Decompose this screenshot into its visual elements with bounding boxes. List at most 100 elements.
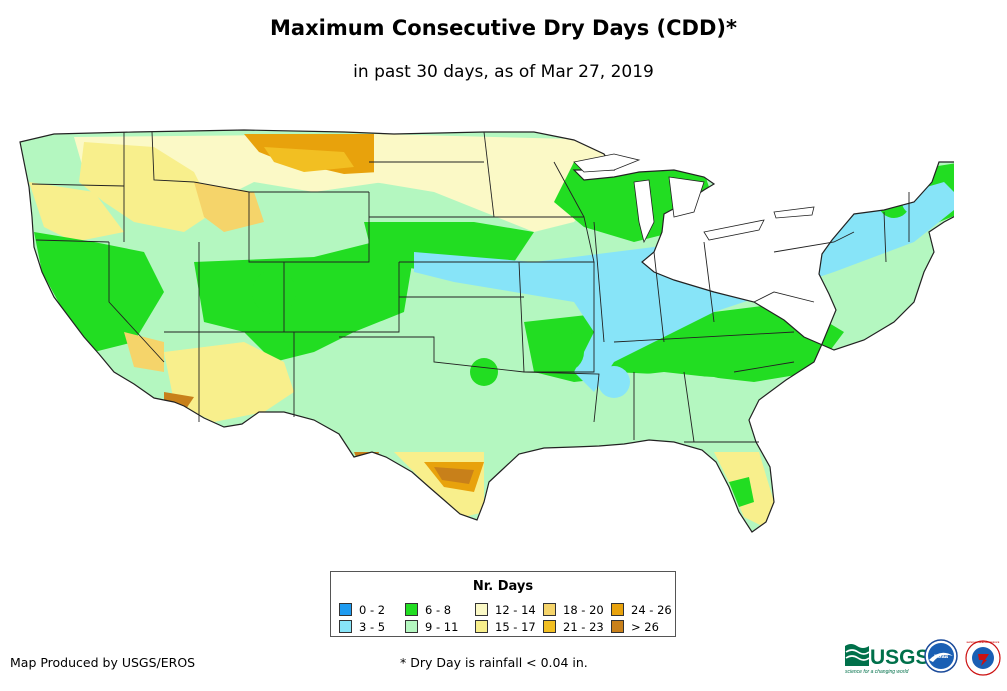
region-oregon-yellow xyxy=(29,182,124,242)
border-ia xyxy=(494,216,595,263)
blob-yellow-1 xyxy=(494,157,534,197)
border-mo xyxy=(518,261,595,373)
lake-superior xyxy=(573,153,641,173)
legend-item: 24 - 26 xyxy=(611,601,677,618)
legend-swatch xyxy=(405,603,418,616)
border-sc-nc xyxy=(733,361,795,373)
usgs-logo-text: USGS xyxy=(870,646,930,669)
legend-swatch xyxy=(543,603,556,616)
legend-swatch xyxy=(475,603,488,616)
noaa-bird-icon xyxy=(929,652,953,662)
blob-green-4 xyxy=(544,332,584,372)
legend-grid: 0 - 2 3 - 5 6 - 8 9 - 11 12 - 14 15 - 17 18 - … xyxy=(339,601,677,635)
legend-item: 15 - 17 xyxy=(475,618,543,635)
legend-swatch xyxy=(543,620,556,633)
legend-item: 3 - 5 xyxy=(339,618,405,635)
border-ms-al xyxy=(633,371,695,443)
region-florida-green xyxy=(729,477,754,507)
legend-label: 3 - 5 xyxy=(359,619,386,634)
region-arizona-orange xyxy=(124,332,164,372)
agency-logos: USGS science for a changing world noaa N… xyxy=(843,638,1003,678)
legend-label: 21 - 23 xyxy=(563,619,604,634)
legend-label: > 26 xyxy=(631,619,659,634)
nws-tornado-icon xyxy=(978,654,989,666)
border-or-ca xyxy=(35,239,110,243)
border-in-oh xyxy=(653,241,715,343)
usgs-tagline: science for a changing world xyxy=(845,669,909,675)
border-ok-tx xyxy=(339,336,525,373)
legend-swatch xyxy=(475,620,488,633)
cdd-map xyxy=(14,122,965,542)
noaa-disc xyxy=(928,643,954,669)
legend-label: 0 - 2 xyxy=(359,602,386,617)
border-ne-states xyxy=(883,192,910,263)
legend-label: 12 - 14 xyxy=(495,602,536,617)
legend-item: 9 - 11 xyxy=(405,618,475,635)
legend-swatch xyxy=(405,620,418,633)
border-wy xyxy=(248,192,370,263)
legend-swatch xyxy=(339,603,352,616)
legend-item: 12 - 14 xyxy=(475,601,543,618)
logos-svg: USGS science for a changing world noaa N… xyxy=(845,639,1001,676)
border-ar-la xyxy=(523,371,600,423)
border-wa-or xyxy=(31,183,125,187)
border-mt-id xyxy=(151,131,195,183)
region-southeast-pale xyxy=(614,372,774,432)
border-mn-west xyxy=(483,131,495,218)
blob-green-2 xyxy=(326,264,362,300)
border-va-wv xyxy=(753,291,815,303)
region-wyoming-orange xyxy=(194,182,264,232)
legend-label: 15 - 17 xyxy=(495,619,536,634)
noaa-logo: noaa xyxy=(924,639,958,673)
legend-item: 21 - 23 xyxy=(543,618,611,635)
lake-ontario xyxy=(773,206,815,219)
usgs-wave-lines xyxy=(845,649,870,661)
blob-green-1 xyxy=(252,270,296,314)
region-dakotas-pale xyxy=(374,134,614,232)
legend-label: 18 - 20 xyxy=(563,602,604,617)
us-map-svg xyxy=(19,129,965,533)
legend-label: 9 - 11 xyxy=(425,619,459,634)
usgs-logo: USGS science for a changing world xyxy=(845,644,930,675)
lake-erie xyxy=(703,219,765,241)
border-pa-ny xyxy=(773,231,855,253)
us-outline-base xyxy=(20,130,964,532)
legend-label: 6 - 8 xyxy=(425,602,452,617)
region-arizona-yellow xyxy=(164,342,294,422)
border-il xyxy=(593,221,605,343)
legend-swatch xyxy=(339,620,352,633)
legend-swatch xyxy=(611,603,624,616)
legend-title: Nr. Days xyxy=(472,579,534,594)
region-idaho-yellow xyxy=(79,142,214,232)
border-wi xyxy=(553,161,585,218)
dry-day-footnote: * Dry Day is rainfall < 0.04 in. xyxy=(400,655,588,670)
usgs-wave-icon xyxy=(845,644,869,666)
map-title: Maximum Consecutive Dry Days (CDD)* xyxy=(270,16,737,40)
border-ky-tn xyxy=(613,331,795,343)
map-credit: Map Produced by USGS/EROS xyxy=(10,655,196,670)
map-subtitle: in past 30 days, as of Mar 27, 2019 xyxy=(353,62,654,82)
nws-logo: NATIONAL WEATHER SERVICE xyxy=(965,640,1001,676)
great-lakes xyxy=(573,153,815,244)
legend-box: Nr. Days 0 - 2 3 - 5 6 - 8 9 - 11 12 - 14 15 … xyxy=(330,571,676,637)
nws-logo-text: NATIONAL WEATHER SERVICE xyxy=(967,641,1000,644)
legend-swatch xyxy=(611,620,624,633)
lake-huron xyxy=(668,176,705,218)
us-outline xyxy=(19,129,965,533)
legend-item: 6 - 8 xyxy=(405,601,475,618)
legend-item: 0 - 2 xyxy=(339,601,405,618)
region-bigbend-brown xyxy=(354,452,379,467)
lake-michigan xyxy=(633,179,655,244)
noaa-logo-text: noaa xyxy=(934,654,949,660)
border-nv-ca xyxy=(108,242,165,363)
region-montana-orange-2 xyxy=(264,147,354,172)
blob-green-3 xyxy=(470,358,498,386)
legend-label: 24 - 26 xyxy=(631,602,672,617)
legend-item: 18 - 20 xyxy=(543,601,611,618)
state-boundaries xyxy=(19,129,965,533)
blob-green-5 xyxy=(878,186,910,218)
region-west-green xyxy=(34,232,164,352)
blob-cyan-1 xyxy=(598,366,630,398)
region-southtx-brown xyxy=(434,467,474,484)
legend-item: > 26 xyxy=(611,618,677,635)
